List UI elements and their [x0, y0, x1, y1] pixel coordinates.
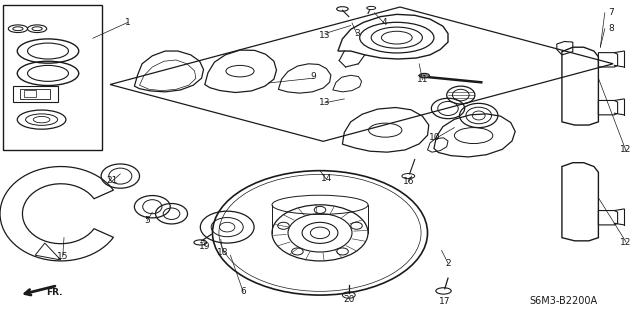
- Text: 9: 9: [311, 72, 316, 81]
- Text: 7: 7: [609, 8, 614, 17]
- Text: 21: 21: [106, 176, 118, 185]
- Text: 5: 5: [145, 216, 150, 225]
- Text: 13: 13: [319, 98, 331, 107]
- Text: 15: 15: [57, 252, 68, 261]
- Text: 11: 11: [417, 75, 428, 84]
- Bar: [3, 5, 102, 150]
- Ellipse shape: [419, 73, 429, 78]
- Text: 20: 20: [343, 295, 355, 304]
- Text: 12: 12: [620, 145, 632, 154]
- Text: 4: 4: [381, 18, 387, 27]
- Text: 1: 1: [125, 18, 131, 27]
- Bar: [24, 90, 36, 97]
- Text: 19: 19: [199, 242, 211, 251]
- Text: 8: 8: [609, 24, 614, 33]
- Text: 12: 12: [620, 238, 632, 247]
- Text: 2: 2: [445, 259, 451, 268]
- Text: S6M3-B2200A: S6M3-B2200A: [529, 296, 597, 307]
- Text: FR.: FR.: [46, 288, 63, 297]
- Text: 18: 18: [217, 248, 228, 257]
- Text: 17: 17: [439, 297, 451, 306]
- Text: 6: 6: [241, 287, 246, 296]
- Text: 10: 10: [429, 133, 441, 142]
- Text: 14: 14: [321, 174, 332, 183]
- Text: 3: 3: [355, 29, 360, 38]
- Text: 16: 16: [403, 177, 414, 186]
- Text: 13: 13: [319, 31, 331, 40]
